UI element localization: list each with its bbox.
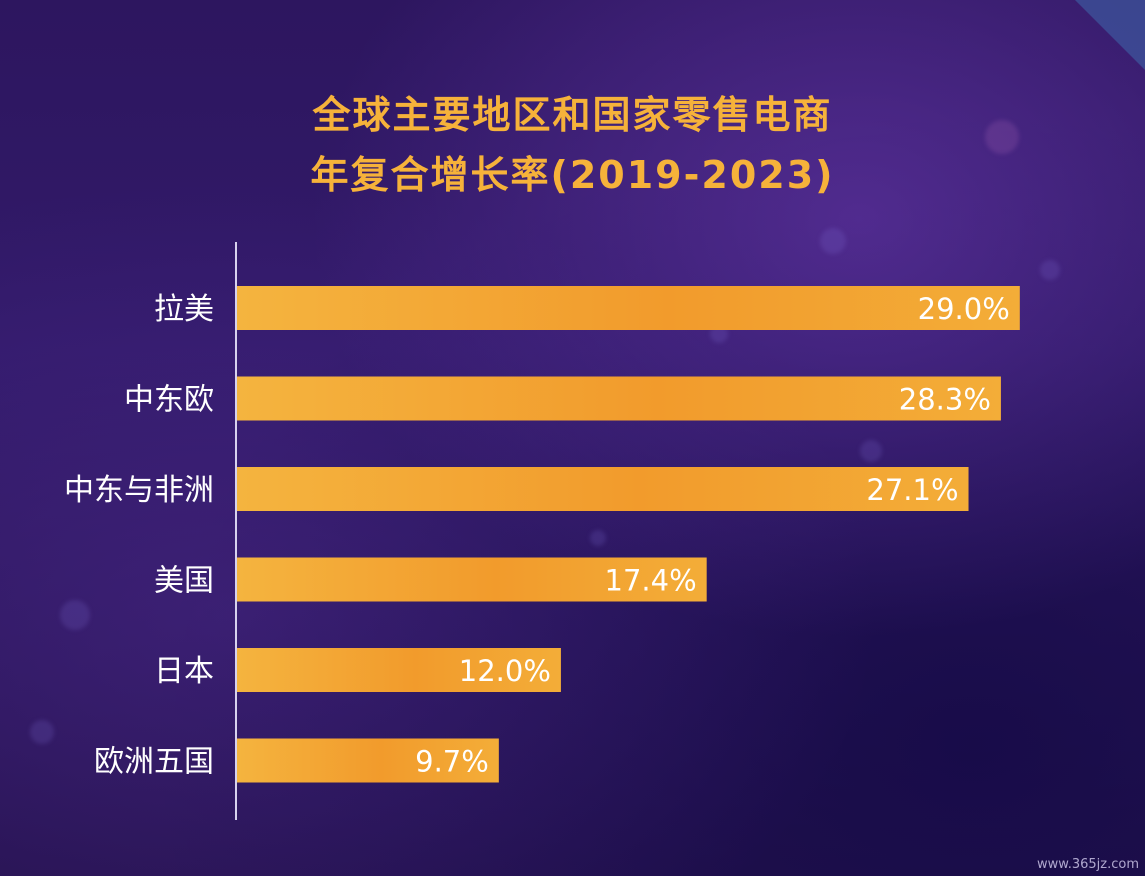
value-label: 9.7% [415,745,489,779]
category-label: 中东与非洲 [64,473,214,508]
value-label: 28.3% [899,383,991,417]
bar [237,286,1020,330]
bokeh-light [1040,260,1060,280]
bokeh-light [985,120,1019,154]
bokeh-light [820,228,846,254]
category-label: 欧洲五国 [94,745,214,780]
category-label: 拉美 [154,292,214,327]
bokeh-light [590,530,606,546]
value-label: 17.4% [605,564,697,598]
watermark: www.365jz.com [1037,857,1139,872]
category-label: 中东欧 [124,383,214,418]
value-label: 29.0% [918,292,1010,326]
bokeh-light [860,440,882,462]
corner-accent [1075,0,1145,70]
chart-title-line2: 年复合增长率(2019-2023) [310,153,835,197]
category-label: 美国 [154,564,214,599]
bar [237,376,1001,421]
bar [237,557,707,602]
bar [237,648,561,692]
bar [237,467,969,511]
chart-title-line1: 全球主要地区和国家零售电商 [312,93,833,137]
category-label: 日本 [154,654,214,689]
value-label: 12.0% [459,654,551,688]
bokeh-light [60,600,90,630]
value-label: 27.1% [866,473,958,507]
bokeh-light [30,720,54,744]
bar [237,738,499,783]
